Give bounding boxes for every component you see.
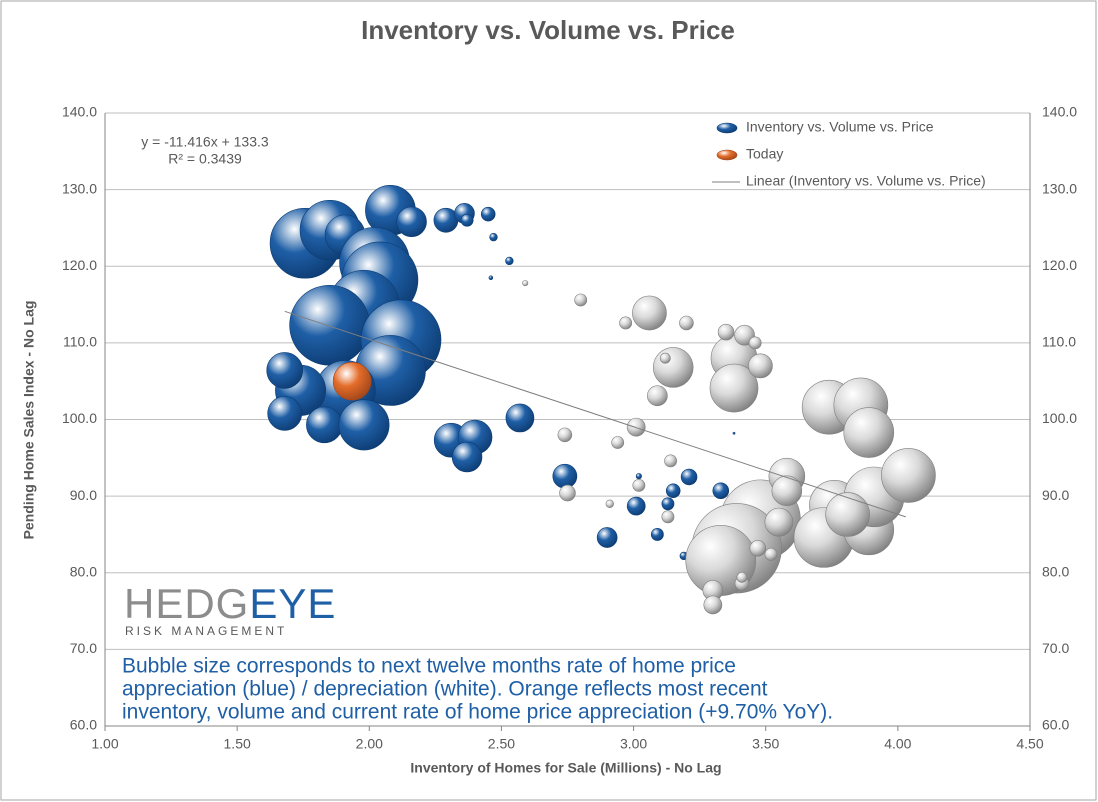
y-axis-label: Pending Home Sales Index - No Lag <box>21 301 37 540</box>
bubble <box>647 385 668 407</box>
bubble <box>632 478 646 492</box>
bubble <box>266 352 304 389</box>
y-tick-label: 70.0 <box>70 640 97 656</box>
bubble <box>748 353 773 379</box>
x-tick-label: 3.00 <box>620 736 647 752</box>
y-tick-label: 90.0 <box>70 487 97 503</box>
bubble <box>661 510 675 524</box>
y-tick-label: 80.0 <box>70 563 97 579</box>
bubble <box>489 232 498 242</box>
y2-tick-label: 130.0 <box>1042 180 1077 196</box>
bubble <box>764 547 778 561</box>
bubble <box>679 315 694 331</box>
logo-tagline: RISK MANAGEMENT <box>125 624 287 638</box>
x-tick-label: 2.50 <box>488 736 515 752</box>
bubble <box>650 528 664 541</box>
bubble <box>596 527 618 548</box>
bubble <box>611 436 625 449</box>
bubble <box>552 463 578 489</box>
bubble <box>771 475 803 507</box>
bubble <box>306 406 343 444</box>
annotation: appreciation (blue) / depreciation (whit… <box>122 678 768 701</box>
bubble <box>712 482 730 500</box>
x-tick-label: 4.00 <box>884 736 911 752</box>
y-tick-label: 120.0 <box>62 257 97 273</box>
trendline-equation: y = -11.416x + 133.3 <box>141 134 269 150</box>
y2-tick-label: 60.0 <box>1042 717 1069 733</box>
bubble <box>267 396 303 431</box>
bubble <box>451 441 483 473</box>
legend-marker <box>716 122 738 134</box>
bubble <box>664 454 677 468</box>
bubble <box>881 448 936 503</box>
x-tick-label: 1.50 <box>224 736 251 752</box>
legend-label: Inventory vs. Volume vs. Price <box>746 119 934 135</box>
bubble <box>559 484 576 502</box>
bubble <box>626 496 646 516</box>
chart-title: Inventory vs. Volume vs. Price <box>361 15 735 45</box>
bubble <box>665 483 681 499</box>
bubble <box>574 293 588 307</box>
logo-part: EYE <box>249 580 336 627</box>
bubble <box>843 407 895 458</box>
bubble <box>703 595 723 615</box>
y2-tick-label: 140.0 <box>1042 104 1077 120</box>
y-tick-label: 60.0 <box>70 717 97 733</box>
bubble <box>332 361 372 401</box>
x-tick-label: 2.00 <box>356 736 383 752</box>
bubble <box>480 206 496 222</box>
y2-tick-label: 80.0 <box>1042 563 1069 579</box>
x-axis-label: Inventory of Homes for Sale (Millions) -… <box>410 760 721 776</box>
legend-marker <box>716 149 738 161</box>
bubble <box>522 280 529 287</box>
bubble <box>732 431 736 435</box>
bubble <box>680 468 698 486</box>
bubble <box>505 256 514 266</box>
bubble <box>659 352 671 364</box>
logo-part: HEDG <box>124 580 249 627</box>
bubble <box>825 492 870 537</box>
trendline <box>284 310 906 518</box>
y2-tick-label: 120.0 <box>1042 257 1077 273</box>
bubble <box>338 399 390 451</box>
bubble <box>764 507 794 537</box>
trendline-r2: R² = 0.3439 <box>168 151 242 167</box>
y2-tick-label: 70.0 <box>1042 640 1069 656</box>
y2-tick-label: 90.0 <box>1042 487 1069 503</box>
bubble <box>289 284 370 366</box>
annotation: inventory, volume and current rate of ho… <box>122 701 833 724</box>
bubble <box>661 497 675 511</box>
y-tick-label: 110.0 <box>63 334 97 350</box>
y-tick-label: 140.0 <box>62 104 97 120</box>
logo: HEDGEYE <box>124 580 336 627</box>
bubble <box>396 206 427 238</box>
x-tick-label: 3.50 <box>752 736 779 752</box>
y2-tick-label: 110.0 <box>1042 334 1076 350</box>
bubble <box>488 275 494 280</box>
y2-tick-label: 100.0 <box>1042 410 1077 426</box>
legend-label: Today <box>746 146 783 162</box>
bubble <box>557 427 573 443</box>
annotation: Bubble size corresponds to next twelve m… <box>122 655 736 678</box>
bubble <box>605 499 614 508</box>
bubble <box>749 539 767 557</box>
x-tick-label: 4.50 <box>1016 736 1043 752</box>
x-tick-label: 1.00 <box>91 736 118 752</box>
bubble <box>717 323 735 341</box>
bubble <box>709 363 759 413</box>
bubble <box>460 213 474 227</box>
bubble <box>652 347 694 388</box>
legend-label: Linear (Inventory vs. Volume vs. Price) <box>746 173 986 189</box>
bubble <box>635 473 642 480</box>
bubble <box>748 336 762 350</box>
bubble <box>619 316 633 330</box>
y-tick-label: 100.0 <box>62 410 97 426</box>
y-tick-label: 130.0 <box>62 180 97 196</box>
bubble <box>632 295 667 331</box>
bubble <box>505 403 535 433</box>
bubble <box>736 571 748 583</box>
